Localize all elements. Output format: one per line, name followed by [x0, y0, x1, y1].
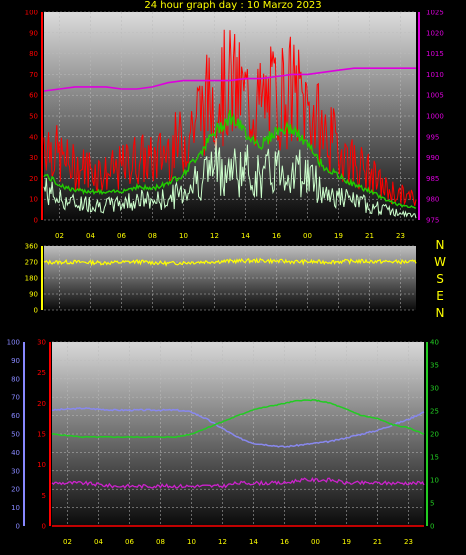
y-tick-label-right: 10 — [430, 477, 439, 485]
x-tick-label: 23 — [404, 538, 413, 546]
y-tick-label-left: 100 — [25, 10, 38, 17]
y-tick-label-left: 80 — [29, 50, 38, 58]
y-tick-label-right: 35 — [430, 362, 439, 370]
y-tick-label-left: 90 — [29, 29, 38, 37]
y-tick-label: 90 — [29, 291, 38, 299]
y-tick-label-temperature: 0 — [42, 523, 46, 531]
y-tick-label-right: 995 — [426, 133, 439, 141]
wind-min-series-line — [43, 138, 417, 219]
y-tick-label-temperature: 5 — [42, 492, 46, 500]
compass-label-w: W — [434, 255, 446, 269]
x-tick-label: 16 — [272, 232, 281, 240]
y-tick-label-right: 40 — [430, 339, 439, 347]
x-tick-label: 19 — [334, 232, 343, 240]
x-tick-label: 19 — [342, 538, 351, 546]
y-tick-label-humidity: 20 — [11, 486, 20, 494]
y-tick-label-right: 1015 — [426, 50, 444, 58]
y-tick-label-humidity: 70 — [11, 394, 20, 402]
x-tick-label: 21 — [365, 232, 374, 240]
wind-pressure-chart: 1009080706050403020100102510201015101010… — [25, 10, 444, 240]
graph-title: 24 hour graph day : 10 Marzo 2023 — [144, 0, 322, 11]
y-tick-label-left: 50 — [29, 113, 38, 121]
x-tick-label: 04 — [86, 232, 95, 240]
x-tick-label: 10 — [179, 232, 188, 240]
y-tick-label-humidity: 50 — [11, 431, 20, 439]
temperature-series-line — [51, 399, 425, 439]
compass-label-n2: N — [435, 306, 445, 320]
y-tick-label-left: 40 — [29, 133, 38, 141]
y-tick-label-right: 1010 — [426, 71, 444, 79]
y-tick-label-temperature: 20 — [37, 400, 46, 408]
y-tick-label-humidity: 0 — [16, 523, 20, 531]
x-tick-label: 16 — [280, 538, 289, 546]
y-tick-label-left: 0 — [34, 217, 38, 225]
y-tick-label-right: 15 — [430, 454, 439, 462]
y-tick-label-right: 30 — [430, 385, 439, 393]
compass-label-n1: N — [435, 238, 445, 252]
y-tick-label-humidity: 80 — [11, 375, 20, 383]
y-tick-label-humidity: 40 — [11, 449, 20, 457]
y-tick-label-left: 30 — [29, 154, 38, 162]
y-tick-label-temperature: 10 — [37, 461, 46, 469]
x-tick-label: 02 — [55, 232, 64, 240]
y-tick-label-right: 25 — [430, 408, 439, 416]
y-tick-label-left: 70 — [29, 71, 38, 79]
x-tick-label: 21 — [373, 538, 382, 546]
y-tick-label-humidity: 100 — [7, 339, 20, 347]
y-tick-label-left: 20 — [29, 175, 38, 183]
x-tick-label: 02 — [63, 538, 72, 546]
x-tick-label: 23 — [396, 232, 405, 240]
compass-label-e: E — [436, 289, 444, 303]
y-tick-label: 360 — [25, 243, 38, 251]
x-tick-label: 06 — [125, 538, 134, 546]
x-tick-label: 04 — [94, 538, 103, 546]
y-tick-label-right: 0 — [430, 523, 434, 531]
y-tick-label-humidity: 10 — [11, 504, 20, 512]
y-tick-label-temperature: 15 — [37, 431, 46, 439]
x-tick-label: 00 — [303, 232, 312, 240]
y-tick-label-right: 990 — [426, 154, 439, 162]
humidity-series-line — [51, 407, 425, 448]
x-tick-label: 10 — [187, 538, 196, 546]
x-tick-label: 12 — [210, 232, 219, 240]
x-tick-label: 14 — [249, 538, 258, 546]
y-tick-label-right: 1020 — [426, 29, 444, 37]
dewpoint-series-line — [51, 477, 425, 490]
y-tick-label-right: 1025 — [426, 10, 444, 17]
x-tick-label: 08 — [148, 232, 157, 240]
y-tick-label-right: 1000 — [426, 113, 444, 121]
pressure-series-line — [43, 67, 416, 92]
wind-average-series-line — [43, 109, 417, 209]
y-tick-label-humidity: 60 — [11, 412, 20, 420]
temperature-humidity-chart: 1009080706050403020100302520151050403530… — [7, 339, 439, 547]
x-tick-label: 06 — [117, 232, 126, 240]
y-tick-label-right: 980 — [426, 196, 439, 204]
y-tick-label-humidity: 30 — [11, 467, 20, 475]
wind-direction-series-line — [43, 257, 417, 267]
y-tick-label: 270 — [25, 259, 38, 267]
x-tick-label: 12 — [218, 538, 227, 546]
y-tick-label: 0 — [34, 307, 38, 315]
x-tick-label: 14 — [241, 232, 250, 240]
y-tick-label-right: 5 — [430, 500, 434, 508]
x-tick-label: 08 — [156, 538, 165, 546]
compass-label-s: S — [436, 272, 444, 286]
y-tick-label-right: 20 — [430, 431, 439, 439]
y-tick-label-temperature: 25 — [37, 369, 46, 377]
wind-gust-series-line — [43, 29, 417, 206]
y-tick-label-right: 985 — [426, 175, 439, 183]
y-tick-label-humidity: 90 — [11, 357, 20, 365]
x-tick-label: 00 — [311, 538, 320, 546]
y-tick-label-right: 975 — [426, 217, 439, 225]
y-tick-label-left: 10 — [29, 196, 38, 204]
y-tick-label-temperature: 30 — [37, 339, 46, 347]
y-tick-label: 180 — [25, 275, 38, 283]
y-tick-label-right: 1005 — [426, 92, 444, 100]
wind-direction-chart: 360 270 180 90 0 — [25, 243, 417, 315]
y-tick-label-left: 60 — [29, 92, 38, 100]
